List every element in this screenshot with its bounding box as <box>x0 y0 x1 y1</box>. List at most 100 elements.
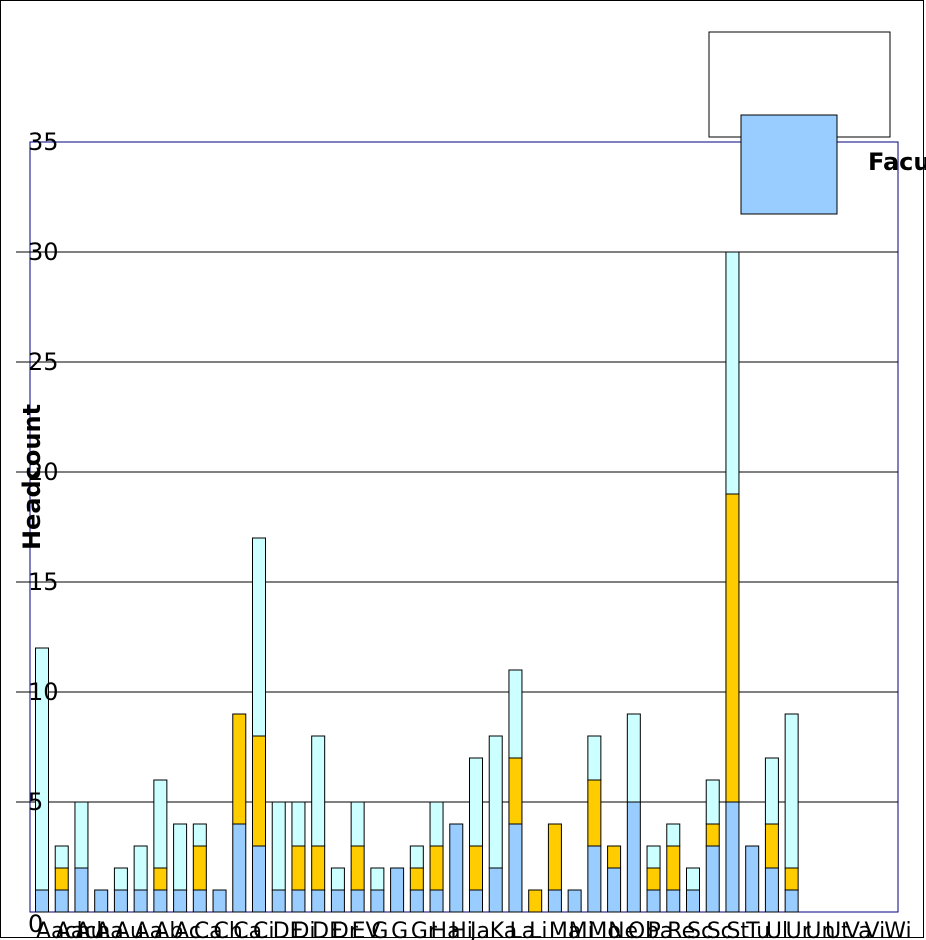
bar-segment <box>54 889 69 913</box>
bar-segment <box>291 801 306 847</box>
bar-segment <box>488 735 503 869</box>
bar-segment <box>764 757 779 825</box>
x-tick-label: Au <box>115 919 144 940</box>
bar-segment <box>725 493 740 803</box>
bar-segment <box>725 251 740 495</box>
x-tick-label: Ja <box>468 919 490 940</box>
x-tick-label: Mo <box>588 919 620 940</box>
y-tick-label: 10 <box>28 678 59 706</box>
legend-label: Facu <box>868 148 926 176</box>
bar-segment <box>508 823 523 913</box>
x-tick-label: Ur <box>786 919 812 940</box>
bar-segment <box>784 889 799 913</box>
x-tick-label: Aach <box>56 919 111 940</box>
x-tick-label: Li <box>529 919 547 940</box>
bar-segment <box>232 713 247 825</box>
bar-segment <box>587 779 602 847</box>
bar-segment <box>291 845 306 891</box>
bar-segment <box>192 823 207 847</box>
bar-segment <box>153 889 168 913</box>
x-tick-label: Hi <box>450 919 473 940</box>
bar-segment <box>705 845 720 913</box>
x-tick-label: Aach <box>36 919 91 940</box>
bar-segment <box>449 823 464 913</box>
bar-segment <box>330 889 345 913</box>
plot-area <box>29 141 899 913</box>
bar-segment <box>173 889 188 913</box>
bar-segment <box>784 713 799 869</box>
x-tick-label: La <box>509 919 535 940</box>
x-tick-label: Ul <box>766 919 788 940</box>
bar-segment <box>291 889 306 913</box>
x-tick-label: Aa <box>135 919 164 940</box>
bar-segment <box>390 867 405 913</box>
bar-segment <box>429 889 444 913</box>
bar-segment <box>271 889 286 913</box>
bar-segment <box>469 845 483 891</box>
bar-segment <box>370 867 385 891</box>
x-tick-label: Vi <box>865 919 886 940</box>
bar-segment <box>607 867 622 913</box>
bar-segment <box>745 845 760 913</box>
bar-segment <box>607 845 622 869</box>
x-tick-label: Ab <box>154 919 183 940</box>
bar-segment <box>350 889 365 913</box>
bar-segment <box>705 823 720 847</box>
bar-segment <box>113 889 128 913</box>
x-tick-label: Ci <box>253 919 274 940</box>
bar-segment <box>54 845 69 869</box>
bar-segment <box>252 845 266 913</box>
bar-segment <box>133 889 148 913</box>
x-tick-label: Ka <box>490 919 518 940</box>
bar-segment <box>153 867 168 891</box>
bar-segment <box>370 889 385 913</box>
x-tick-label: Aa <box>95 919 124 940</box>
x-tick-label: Ma <box>549 919 581 940</box>
bar-segment <box>252 537 266 737</box>
x-tick-label: G <box>371 919 388 940</box>
y-tick-label: 15 <box>28 568 59 596</box>
bar-segment <box>764 823 779 869</box>
x-tick-label: Tu <box>745 919 770 940</box>
bar-segment <box>547 889 562 913</box>
bar-segment <box>725 801 740 913</box>
bar-segment <box>666 823 681 847</box>
x-tick-label: Mi <box>569 919 594 940</box>
bar-segment <box>94 889 109 913</box>
bar-segment <box>311 889 326 913</box>
bar-segment <box>173 823 188 891</box>
bar-segment <box>409 845 424 869</box>
bar-segment <box>330 867 345 891</box>
bar-segment <box>508 669 523 759</box>
bar-segment <box>409 867 424 891</box>
x-tick-label: Ut <box>825 919 850 940</box>
x-tick-label: DE <box>312 919 343 940</box>
bar-segment <box>350 845 365 891</box>
bar-layer <box>35 251 799 913</box>
bar-segment <box>784 867 799 891</box>
bar-segment <box>488 867 503 913</box>
bar-segment <box>547 823 562 891</box>
bar-segment <box>764 867 779 913</box>
x-tick-label: Ha <box>431 919 461 940</box>
y-tick-label: 20 <box>28 458 59 486</box>
bar-segment <box>626 713 641 803</box>
x-tick-label: Gr <box>411 919 438 940</box>
bar-segment <box>271 801 286 891</box>
y-tick-label: 25 <box>28 348 59 376</box>
bar-segment <box>232 823 247 913</box>
x-tick-label: Ob <box>628 919 659 940</box>
x-tick-label: Re <box>667 919 695 940</box>
x-tick-label: Pa <box>648 919 674 940</box>
y-tick-label: 30 <box>28 238 59 266</box>
bar-segment <box>74 801 89 869</box>
bar-segment <box>567 889 582 913</box>
x-tick-label: Ca <box>233 919 262 940</box>
bar-segment <box>469 757 483 847</box>
grid-layer <box>16 141 899 913</box>
bar-segment <box>686 889 700 913</box>
bar-segment <box>686 867 700 891</box>
